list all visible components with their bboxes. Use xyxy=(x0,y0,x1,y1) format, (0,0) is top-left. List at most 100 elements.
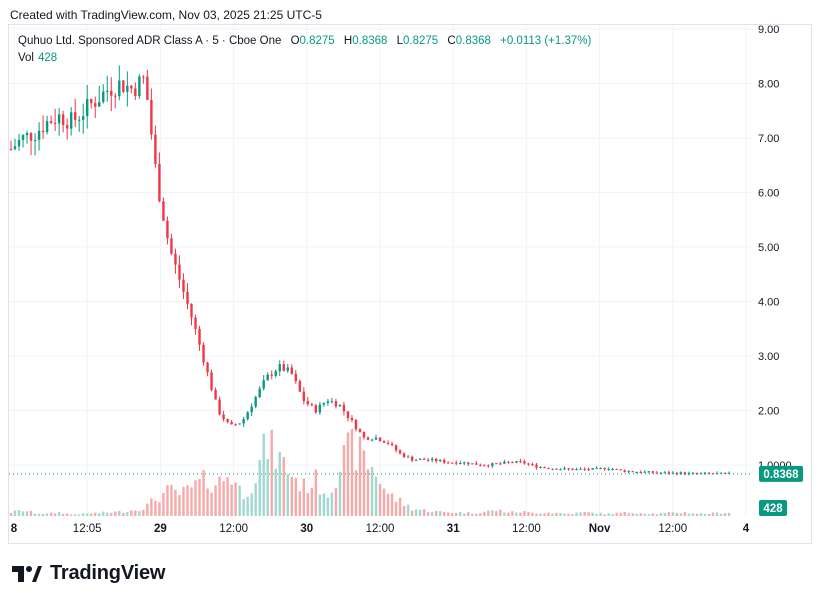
candle-body xyxy=(659,472,663,474)
candle-body xyxy=(286,367,289,371)
candle-body xyxy=(258,388,261,398)
candle-body xyxy=(382,441,386,443)
volume-bar xyxy=(230,484,233,516)
candle-body xyxy=(559,469,562,471)
candle-body xyxy=(242,419,245,424)
volume-bar xyxy=(358,436,362,516)
volume-bar xyxy=(346,432,350,516)
volume-bar xyxy=(294,477,297,516)
candle-body xyxy=(69,112,73,129)
candle-body xyxy=(519,460,522,462)
candle-body xyxy=(475,463,478,465)
volume-bar xyxy=(491,510,494,516)
volume-bar xyxy=(61,513,65,516)
candle-body xyxy=(178,264,181,280)
candle-body xyxy=(9,148,13,150)
x-tick-label: 29 xyxy=(154,523,167,535)
volume-bar xyxy=(322,493,326,516)
volume-bar xyxy=(511,511,514,516)
candle-body xyxy=(655,472,658,474)
candle-body xyxy=(547,467,550,469)
close-value: 0.8368 xyxy=(455,35,491,47)
candle-body xyxy=(551,468,554,470)
volume-bar xyxy=(138,511,141,516)
volume-bar xyxy=(687,513,691,516)
candle-body xyxy=(402,453,406,457)
candle-body xyxy=(94,103,97,107)
created-with-header: Created with TradingView.com, Nov 03, 20… xyxy=(10,8,322,22)
candle-body xyxy=(342,404,346,412)
candle-body xyxy=(443,460,446,463)
volume-badge-label: 428 xyxy=(763,503,783,515)
candle-body xyxy=(719,472,723,474)
candle-body xyxy=(202,344,205,363)
candle-body xyxy=(234,424,237,426)
candle-body xyxy=(146,76,149,100)
candle-body xyxy=(370,439,374,441)
volume-bar xyxy=(350,428,354,516)
candle-body xyxy=(627,471,630,473)
tradingview-logo[interactable]: TradingView xyxy=(12,562,165,585)
tradingview-logo-text: TradingView xyxy=(50,562,166,584)
y-tick-label: 7.00 xyxy=(758,133,779,145)
volume-bar xyxy=(579,512,582,516)
volume-bar xyxy=(342,444,346,516)
candle-body xyxy=(210,372,213,390)
volume-bar xyxy=(154,500,157,516)
volume-bar xyxy=(98,513,101,516)
candle-body xyxy=(527,463,530,465)
volume-bar xyxy=(190,487,193,516)
volume-bar xyxy=(338,471,342,516)
volume-bar xyxy=(206,488,209,516)
candle-body xyxy=(579,468,582,470)
candle-body xyxy=(122,80,125,92)
candle-body xyxy=(543,467,546,469)
volume-bar xyxy=(130,510,133,516)
candle-body xyxy=(691,472,695,474)
candle-body xyxy=(487,465,490,467)
volume-bar xyxy=(334,488,338,516)
candle-body xyxy=(294,373,297,382)
volume-bar xyxy=(539,513,542,516)
tradingview-icon xyxy=(12,565,42,582)
volume-bar xyxy=(386,493,390,516)
volume-bar xyxy=(53,513,57,516)
y-tick-label: 6.00 xyxy=(758,188,779,200)
candle-body xyxy=(226,419,229,422)
candle-body xyxy=(615,469,618,471)
chart-frame[interactable] xyxy=(8,24,812,544)
candle-body xyxy=(266,374,269,381)
volume-bar xyxy=(527,511,530,516)
volume-bar xyxy=(170,484,173,516)
candle-body xyxy=(198,328,201,345)
volume-bar xyxy=(65,513,69,516)
x-tick-label: Nov xyxy=(589,523,611,535)
volume-bar xyxy=(82,513,85,516)
candle-body xyxy=(675,472,679,475)
candle-body xyxy=(362,431,366,438)
volume-bar xyxy=(467,512,470,516)
candle-body xyxy=(378,437,382,442)
open-value: 0.8275 xyxy=(299,35,335,47)
candle-body xyxy=(695,472,699,474)
candle-body xyxy=(447,462,450,464)
volume-bar xyxy=(663,512,667,516)
y-tick-label: 3.00 xyxy=(758,351,779,363)
candle-body xyxy=(599,467,602,469)
volume-bar xyxy=(122,512,125,516)
candle-body xyxy=(186,291,189,304)
candle-body xyxy=(77,119,81,121)
candle-body xyxy=(354,419,358,430)
volume-bar xyxy=(619,512,622,516)
candle-body xyxy=(623,470,626,472)
candle-body xyxy=(603,467,606,470)
candle-body xyxy=(194,317,197,329)
candle-body xyxy=(322,402,326,405)
candle-body xyxy=(110,90,113,96)
candle-body xyxy=(206,362,209,373)
volume-bar xyxy=(242,498,245,516)
volume-bar xyxy=(302,478,306,516)
candle-body xyxy=(65,125,69,129)
volume-bar xyxy=(266,458,269,516)
